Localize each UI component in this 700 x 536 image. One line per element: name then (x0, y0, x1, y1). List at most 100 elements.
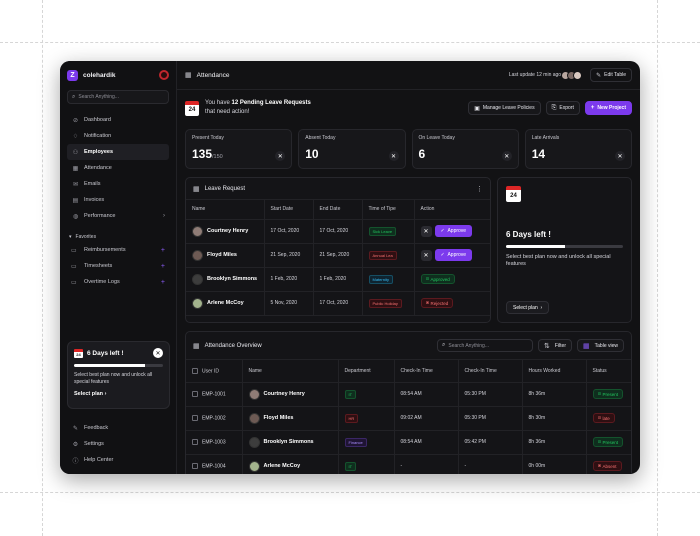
overview-search-input[interactable]: ⌕ Search Anything... (437, 339, 534, 352)
avatar (192, 249, 203, 261)
reject-button[interactable]: ✕ (420, 225, 432, 237)
chevron-down-icon: ▾ (69, 234, 72, 240)
close-icon[interactable]: ✕ (388, 151, 399, 161)
users-icon: ⚇ (72, 149, 79, 156)
column-header[interactable]: Name (186, 200, 265, 220)
table-row[interactable]: EMP-1003 Brooklyn Simmons Finance 08:54 … (186, 430, 631, 455)
export-button[interactable]: ⎘ Export (545, 101, 580, 115)
close-icon[interactable]: ✕ (275, 151, 286, 161)
column-header[interactable]: Status (586, 360, 631, 383)
status-label: Absent (602, 463, 617, 469)
column-header[interactable]: Check-In Time (394, 360, 459, 383)
sidebar-item-emails[interactable]: ✉ Emails (67, 176, 169, 192)
row-checkbox[interactable] (192, 414, 198, 421)
column-header[interactable]: Department (338, 360, 395, 383)
edit-icon: ✎ (596, 72, 602, 79)
favorite-item-timesheets[interactable]: ▭ Timesheets + (67, 258, 169, 274)
sidebar-item-feedback[interactable]: ✎ Feedback (67, 420, 170, 436)
plus-icon[interactable]: + (160, 278, 165, 286)
table-row[interactable]: Floyd Miles 21 Sep, 2020 21 Sep, 2020 An… (186, 243, 490, 268)
check-out-time: 05:30 PM (458, 382, 523, 407)
leave-type-badge: Sick Leave (368, 226, 397, 236)
close-icon[interactable]: ✕ (615, 151, 625, 161)
table-row[interactable]: Arlene McCoy 5 Nov, 2020 17 Oct, 2020 Pu… (186, 291, 490, 316)
sidebar-search-input[interactable]: ⌕ Search Anything... (67, 90, 169, 104)
plan-progress-fill (74, 364, 146, 367)
approve-button[interactable]: ✓ Approve (434, 225, 473, 237)
avatar-group[interactable] (561, 70, 583, 80)
column-header[interactable]: Time of Tipe (362, 200, 415, 220)
avatar (248, 460, 260, 472)
column-header[interactable]: End Date (313, 200, 363, 220)
avatar (573, 70, 583, 80)
reject-button[interactable]: ✕ (420, 249, 432, 261)
edit-table-button[interactable]: ✎ Edit Table (590, 68, 632, 82)
mail-icon: ✉ (72, 181, 79, 188)
check-out-time: 05:30 PM (458, 406, 523, 431)
close-icon[interactable]: ✕ (501, 151, 512, 161)
column-header[interactable]: Action (414, 200, 490, 220)
plus-icon[interactable]: + (160, 262, 165, 270)
sidebar-item-notification[interactable]: ♢ Notification (67, 128, 169, 144)
sidebar-item-dashboard[interactable]: ⊘ Dashboard (67, 112, 169, 128)
column-header[interactable]: User ID (186, 360, 243, 383)
leave-request-card: ▦ Leave Request ⋮ Name Start Date End Da… (185, 177, 491, 323)
approve-button[interactable]: ✓ Approve (434, 249, 473, 261)
employee-name: Brooklyn Simmons (207, 276, 258, 282)
plus-icon[interactable]: + (160, 246, 165, 254)
folder-icon: ▭ (71, 263, 77, 270)
column-header[interactable]: Start Date (264, 200, 314, 220)
sidebar-item-performance[interactable]: ◍ Performance › (67, 208, 169, 224)
row-checkbox[interactable] (192, 438, 198, 445)
select-all-checkbox[interactable] (192, 367, 198, 374)
filter-icon: ⇅ (544, 342, 550, 350)
favorites-title: Favorites (75, 234, 97, 240)
sidebar-item-employees[interactable]: ⚇ Employees (67, 144, 169, 160)
hours-worked: 8h 36m (522, 430, 587, 455)
sidebar-item-invoices[interactable]: ▤ Invoices (67, 192, 169, 208)
avatar (192, 273, 203, 285)
status-badge: ⊙ late (592, 413, 615, 423)
table-view-button[interactable]: ▦ Table view (577, 339, 624, 352)
end-date: 17 Oct, 2020 (313, 219, 363, 244)
table-row[interactable]: EMP-1001 Courtney Henry IT 08:54 AM 05:3… (186, 382, 631, 407)
avatar (248, 412, 260, 424)
pending-prefix: You have (205, 100, 232, 106)
select-plan-button[interactable]: Select plan › (506, 301, 550, 314)
sidebar-item-help-center[interactable]: ⓘ Help Center (67, 452, 170, 468)
check-in-time: - (394, 454, 459, 474)
hours-worked: 8h 36m (522, 382, 587, 407)
leave-table: Name Start Date End Date Time of Tipe Ac… (186, 200, 490, 316)
manage-leave-policies-button[interactable]: ▣ Manage Leave Policies (468, 101, 541, 115)
brand[interactable]: Z colehardik (67, 68, 169, 82)
select-plan-button[interactable]: Select plan › (74, 391, 163, 397)
favorite-item-reimbursements[interactable]: ▭ Reimbursements + (67, 242, 169, 258)
table-row[interactable]: Brooklyn Simmons 1 Feb, 2020 1 Feb, 2020… (186, 267, 490, 292)
column-header[interactable]: Name (242, 360, 339, 383)
sidebar-item-settings[interactable]: ⚙ Settings (67, 436, 170, 452)
table-row[interactable]: EMP-1002 Floyd Miles HR 09:02 AM 05:30 P… (186, 406, 631, 431)
employee-name: Courtney Henry (207, 228, 249, 234)
column-header[interactable]: Check-In Time (458, 360, 523, 383)
close-icon[interactable]: ✕ (153, 348, 163, 358)
export-label: Export (559, 105, 574, 111)
new-project-button[interactable]: + New Project (584, 101, 632, 115)
row-checkbox[interactable] (192, 462, 198, 469)
column-header[interactable]: Hours Worked (522, 360, 587, 383)
favorites-header[interactable]: ▾ Favorites (67, 232, 169, 242)
table-row[interactable]: Courtney Henry 17 Oct, 2020 17 Oct, 2020… (186, 219, 490, 244)
plan-progress-bar (506, 245, 623, 248)
check-circle-icon: ⊙ (597, 391, 603, 396)
filter-button[interactable]: ⇅ Filter (538, 339, 573, 352)
rejected-status-badge: ⊗ Rejected (420, 298, 454, 308)
favorite-item-overtime-logs[interactable]: ▭ Overtime Logs + (67, 274, 169, 290)
stat-label: On Leave Today (418, 135, 455, 141)
notification-ring-icon[interactable] (159, 70, 169, 80)
pending-banner: 24 You have 12 Pending Leave Requests th… (185, 97, 632, 119)
table-row[interactable]: EMP-1004 Arlene McCoy IT - - 0h 00m ⊗ Ab… (186, 454, 631, 474)
row-checkbox[interactable] (192, 390, 198, 397)
sidebar-item-attendance[interactable]: ▦ Attendance (67, 160, 169, 176)
folder-icon: ▭ (71, 279, 77, 286)
more-vertical-icon[interactable]: ⋮ (476, 185, 483, 193)
check-in-time: 08:54 AM (394, 382, 459, 407)
